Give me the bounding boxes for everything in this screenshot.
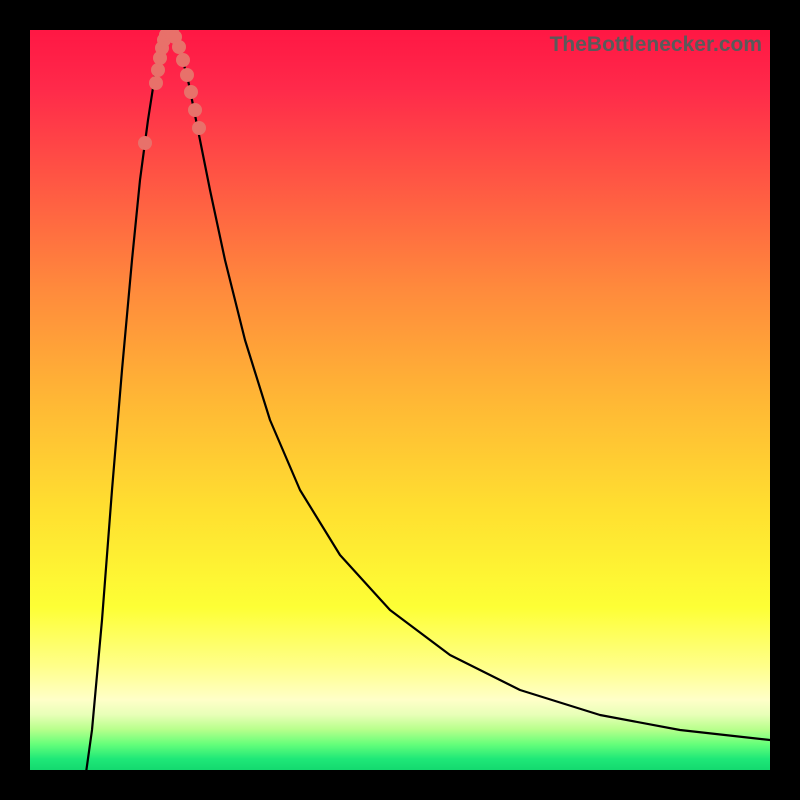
- plot-area: TheBottlenecker.com: [30, 30, 770, 770]
- data-marker: [193, 122, 206, 135]
- chart-container: TheBottlenecker.com: [0, 0, 800, 800]
- data-marker: [173, 41, 186, 54]
- data-marker: [139, 137, 152, 150]
- data-marker: [181, 69, 194, 82]
- data-markers: [139, 30, 206, 150]
- curve-overlay: [30, 30, 770, 770]
- data-marker: [177, 54, 190, 67]
- data-marker: [152, 64, 165, 77]
- watermark-text: TheBottlenecker.com: [550, 33, 762, 57]
- data-marker: [185, 86, 198, 99]
- data-marker: [189, 104, 202, 117]
- data-marker: [150, 77, 163, 90]
- bottleneck-curve: [85, 30, 770, 770]
